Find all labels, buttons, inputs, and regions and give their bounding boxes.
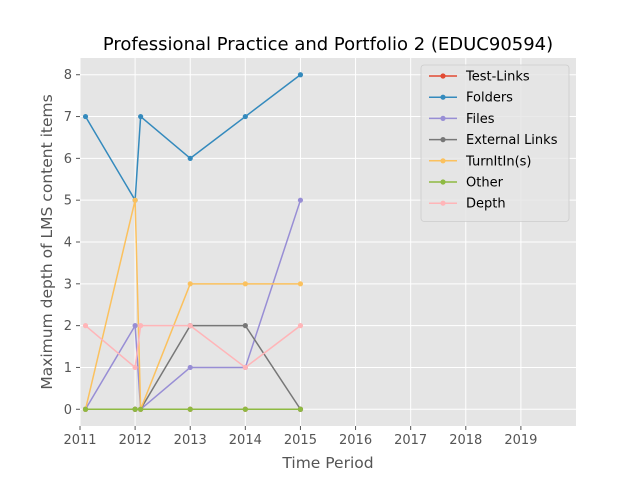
data-point bbox=[132, 323, 138, 329]
data-point bbox=[138, 113, 144, 120]
legend-marker bbox=[440, 137, 446, 143]
series-line bbox=[84, 199, 301, 411]
legend-entry: Files bbox=[429, 112, 495, 127]
x-tick-label: 2018 bbox=[449, 433, 482, 448]
data-point bbox=[187, 155, 193, 161]
y-tick-label: 3 bbox=[64, 277, 72, 292]
x-tick-label: 2011 bbox=[63, 433, 96, 448]
y-tick-label: 5 bbox=[64, 194, 72, 209]
data-point bbox=[187, 281, 193, 287]
legend-marker bbox=[440, 115, 446, 121]
legend-box bbox=[420, 64, 570, 222]
legend-label: Folders bbox=[466, 91, 513, 106]
x-tick-label: 2019 bbox=[504, 433, 537, 448]
data-point bbox=[132, 406, 138, 412]
legend-marker bbox=[440, 200, 446, 206]
data-point bbox=[138, 323, 144, 329]
series-depth bbox=[82, 323, 304, 371]
chart-title: Professional Practice and Portfolio 2 (E… bbox=[103, 34, 553, 55]
x-axis-label: Time Period bbox=[281, 454, 373, 472]
data-point bbox=[242, 406, 248, 412]
legend-entry: Depth bbox=[429, 197, 506, 212]
legend-label: TurnItIn(s) bbox=[465, 154, 531, 169]
legend-entry: Other bbox=[429, 176, 504, 191]
data-point bbox=[82, 406, 89, 412]
series-line bbox=[84, 74, 301, 201]
data-point bbox=[82, 113, 89, 120]
data-point bbox=[297, 323, 304, 329]
x-tick-label: 2017 bbox=[394, 433, 427, 448]
data-point bbox=[242, 281, 248, 287]
legend-entry: TurnItIn(s) bbox=[429, 154, 531, 169]
data-point bbox=[138, 406, 144, 412]
y-axis-label: Maximum depth of LMS content items bbox=[38, 94, 56, 389]
legend: Test-Links Folders Files External Links Turn… bbox=[420, 64, 570, 222]
x-tick-label: 2015 bbox=[284, 433, 317, 448]
y-tick-label: 0 bbox=[64, 403, 72, 418]
y-tick-label: 6 bbox=[64, 152, 72, 167]
legend-marker bbox=[440, 179, 446, 185]
y-axis-ticks: 0 1 2 3 4 5 6 7 8 bbox=[64, 68, 80, 418]
legend-entry: External Links bbox=[429, 133, 558, 148]
legend-entry: Folders bbox=[429, 91, 513, 106]
y-tick-label: 4 bbox=[64, 236, 72, 251]
legend-entry: Test-Links bbox=[429, 70, 530, 85]
data-point bbox=[132, 364, 138, 371]
data-point bbox=[242, 113, 248, 120]
data-point bbox=[187, 323, 193, 329]
legend-marker bbox=[440, 94, 446, 100]
data-point bbox=[297, 281, 304, 287]
legend-label: External Links bbox=[466, 133, 558, 148]
x-tick-label: 2016 bbox=[339, 433, 372, 448]
data-point bbox=[132, 197, 138, 203]
y-tick-label: 2 bbox=[64, 319, 72, 334]
x-tick-label: 2012 bbox=[119, 433, 152, 448]
legend-marker bbox=[440, 73, 446, 79]
data-point bbox=[187, 364, 193, 371]
x-tick-label: 2013 bbox=[174, 433, 207, 448]
legend-marker bbox=[440, 158, 446, 164]
data-point bbox=[297, 72, 304, 78]
data-point bbox=[242, 364, 248, 371]
legend-label: Test-Links bbox=[465, 70, 530, 85]
series-layer bbox=[82, 72, 304, 412]
legend-label: Depth bbox=[466, 197, 506, 212]
series-line bbox=[85, 324, 301, 369]
data-point bbox=[242, 323, 248, 329]
data-point bbox=[82, 323, 89, 329]
legend-label: Files bbox=[466, 112, 495, 127]
data-point bbox=[297, 197, 304, 203]
series-other bbox=[82, 406, 304, 412]
data-point bbox=[297, 406, 304, 412]
data-point bbox=[187, 406, 193, 412]
y-tick-label: 8 bbox=[64, 68, 72, 83]
x-axis-ticks: 2011 2012 2013 2014 2015 2016 2017 2018 2019 bbox=[63, 426, 537, 448]
legend-label: Other bbox=[466, 176, 504, 191]
y-tick-label: 7 bbox=[64, 110, 72, 125]
y-tick-label: 1 bbox=[64, 361, 72, 376]
x-tick-label: 2014 bbox=[229, 433, 262, 448]
